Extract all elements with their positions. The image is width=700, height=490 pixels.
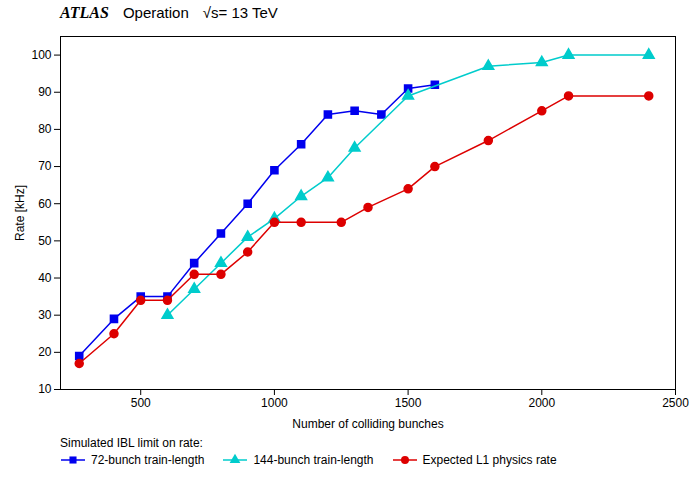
svg-text:500: 500 [131, 396, 151, 410]
svg-text:40: 40 [38, 271, 52, 285]
svg-text:Rate [kHz]: Rate [kHz] [13, 185, 27, 241]
svg-text:2500: 2500 [662, 396, 689, 410]
html-text:Simulated IBL limit on rate:: Simulated IBL limit on rate: [60, 436, 203, 450]
html-text:144-bunch train-length: 144-bunch train-length [253, 453, 374, 467]
svg-text:80: 80 [38, 122, 52, 136]
svg-text:50: 50 [38, 234, 52, 248]
svg-text:30: 30 [38, 308, 52, 322]
svg-text:2000: 2000 [528, 396, 555, 410]
svg-text:70: 70 [38, 159, 52, 173]
html-text:72-bunch train-length: 72-bunch train-length [91, 453, 205, 467]
html-text:Expected L1 physics rate: Expected L1 physics rate [422, 453, 557, 467]
svg-text:1500: 1500 [395, 396, 422, 410]
html-text:Operation: Operation [122, 4, 189, 21]
svg-text:20: 20 [38, 345, 52, 359]
svg-text:10: 10 [38, 382, 52, 396]
svg-text:1000: 1000 [261, 396, 288, 410]
svg-text:Number of colliding bunches: Number of colliding bunches [292, 417, 443, 431]
html-text:ATLAS: ATLAS [60, 4, 109, 21]
html-text:√s= 13 TeV: √s= 13 TeV [202, 4, 278, 21]
svg-text:90: 90 [38, 85, 52, 99]
svg-text:100: 100 [31, 48, 51, 62]
svg-text:60: 60 [38, 197, 52, 211]
